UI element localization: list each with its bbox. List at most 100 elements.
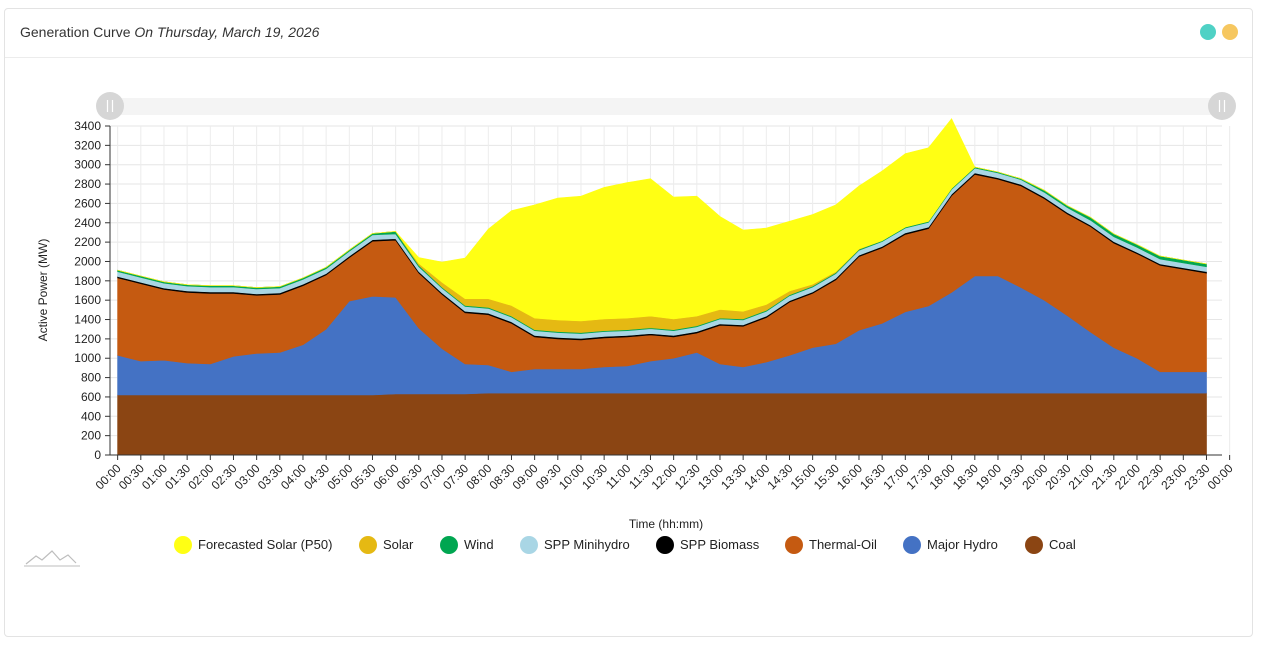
y-tick-label: 1000 [74,351,101,365]
x-tick-label: 16:30 [857,461,888,492]
x-tick-label: 22:30 [1135,461,1166,492]
x-tick-label: 17:30 [903,461,934,492]
card-header: Generation Curve On Thursday, March 19, … [5,9,1252,58]
x-tick-label: 12:00 [649,461,680,492]
legend-label: Forecasted Solar (P50) [198,537,332,552]
legend-item-spp-minihydro[interactable]: SPP Minihydro [520,536,630,554]
x-tick-label: 12:30 [672,461,703,492]
x-tick-label: 03:30 [255,461,286,492]
y-tick-label: 2600 [74,196,101,210]
x-tick-label: 15:00 [788,461,819,492]
axes [109,126,1222,456]
x-tick-label: 19:00 [973,461,1004,492]
y-tick-label: 3400 [74,119,101,133]
x-tick-label: 06:30 [394,461,425,492]
range-slider-track[interactable] [110,98,1222,115]
x-tick-labels: 00:0000:3001:0001:3002:0002:3003:0003:30… [93,455,1236,492]
x-tick-label: 14:00 [741,461,772,492]
legend-label: Coal [1049,537,1076,552]
x-tick-label: 00:00 [93,461,124,492]
x-tick-label: 21:00 [1066,461,1097,492]
legend-swatch [520,536,538,554]
y-tick-label: 3200 [74,138,101,152]
x-tick-label: 01:30 [162,461,193,492]
legend-swatch [359,536,377,554]
chart-title: Generation Curve On Thursday, March 19, … [20,24,320,40]
x-tick-label: 07:30 [440,461,471,492]
x-tick-label: 11:00 [603,461,634,492]
x-tick-label: 10:30 [579,461,610,492]
x-tick-label: 17:00 [880,461,911,492]
legend-swatch [903,536,921,554]
area-forecasted-solar-p50[interactable] [117,118,1207,322]
y-tick-label: 800 [81,371,101,385]
x-tick-label: 09:30 [533,461,564,492]
x-tick-label: 18:30 [950,461,981,492]
legend-swatch [785,536,803,554]
x-tick-label: 23:00 [1158,461,1189,492]
status-dot-teal[interactable] [1200,24,1216,40]
x-tick-label: 04:30 [301,461,332,492]
x-tick-label: 03:00 [232,461,263,492]
legend-item-forecasted-solar-p50[interactable]: Forecasted Solar (P50) [174,536,332,554]
y-tick-label: 2200 [74,235,101,249]
x-tick-label: 06:00 [371,461,402,492]
legend-item-spp-biomass[interactable]: SPP Biomass [656,536,760,554]
y-tick-label: 600 [81,390,101,404]
y-tick-label: 0 [94,448,101,462]
range-slider-right-handle[interactable] [1208,92,1236,120]
y-tick-label: 2000 [74,254,101,268]
legend-item-coal[interactable]: Coal [1025,536,1076,554]
x-tick-label: 21:30 [1089,461,1120,492]
legend-swatch [656,536,674,554]
x-tick-label: 08:30 [486,461,517,492]
x-tick-label: 08:00 [463,461,494,492]
y-tick-label: 2400 [74,216,101,230]
x-tick-label: 09:00 [510,461,541,492]
x-tick-label: 19:30 [996,461,1027,492]
y-tick-label: 2800 [74,177,101,191]
legend-label: Wind [464,537,494,552]
x-tick-label: 13:00 [695,461,726,492]
legend-item-wind[interactable]: Wind [440,536,494,554]
y-tick-labels: 0 200 400 600 800 1000 1200 1400 1600 1800 2000 220… [74,119,110,462]
status-dot-amber[interactable] [1222,24,1238,40]
x-tick-label: 00:00 [1205,461,1236,492]
legend-item-major-hydro[interactable]: Major Hydro [903,536,998,554]
legend-item-solar[interactable]: Solar [359,536,414,554]
y-tick-label: 1400 [74,313,101,327]
x-tick-label: 15:30 [811,461,842,492]
y-tick-label: 400 [81,409,101,423]
y-tick-label: 3000 [74,158,101,172]
legend-swatch [1025,536,1043,554]
x-tick-label: 23:30 [1181,461,1212,492]
y-tick-label: 200 [81,429,101,443]
legend-label: Thermal-Oil [809,537,877,552]
range-slider-left-handle[interactable] [96,92,124,120]
x-tick-label: 16:00 [834,461,865,492]
x-tick-label: 05:00 [324,461,355,492]
y-tick-label: 1600 [74,293,101,307]
x-tick-label: 07:00 [417,461,448,492]
legend-label: SPP Biomass [680,537,760,552]
legend-label: Major Hydro [927,537,998,552]
chart-date: On Thursday, March 19, 2026 [134,24,320,40]
legend-swatch [174,536,192,554]
x-tick-label: 22:00 [1112,461,1143,492]
legend-label: SPP Minihydro [544,537,630,552]
x-tick-label: 02:30 [208,461,239,492]
x-tick-label: 00:30 [116,461,147,492]
y-tick-label: 1200 [74,332,101,346]
x-tick-label: 14:30 [764,461,795,492]
legend-item-thermal-oil[interactable]: Thermal-Oil [785,536,877,554]
x-tick-label: 02:00 [185,461,216,492]
area-coal[interactable] [117,392,1207,456]
brand-logo [24,550,80,567]
x-tick-label: 13:30 [718,461,749,492]
x-tick-label: 20:00 [1019,461,1050,492]
x-axis-label: Time (hh:mm) [629,517,703,531]
x-tick-label: 10:00 [556,461,587,492]
legend: Forecasted Solar (P50) Solar Wind SPP Minih… [174,536,1076,554]
x-tick-label: 01:00 [139,461,170,492]
